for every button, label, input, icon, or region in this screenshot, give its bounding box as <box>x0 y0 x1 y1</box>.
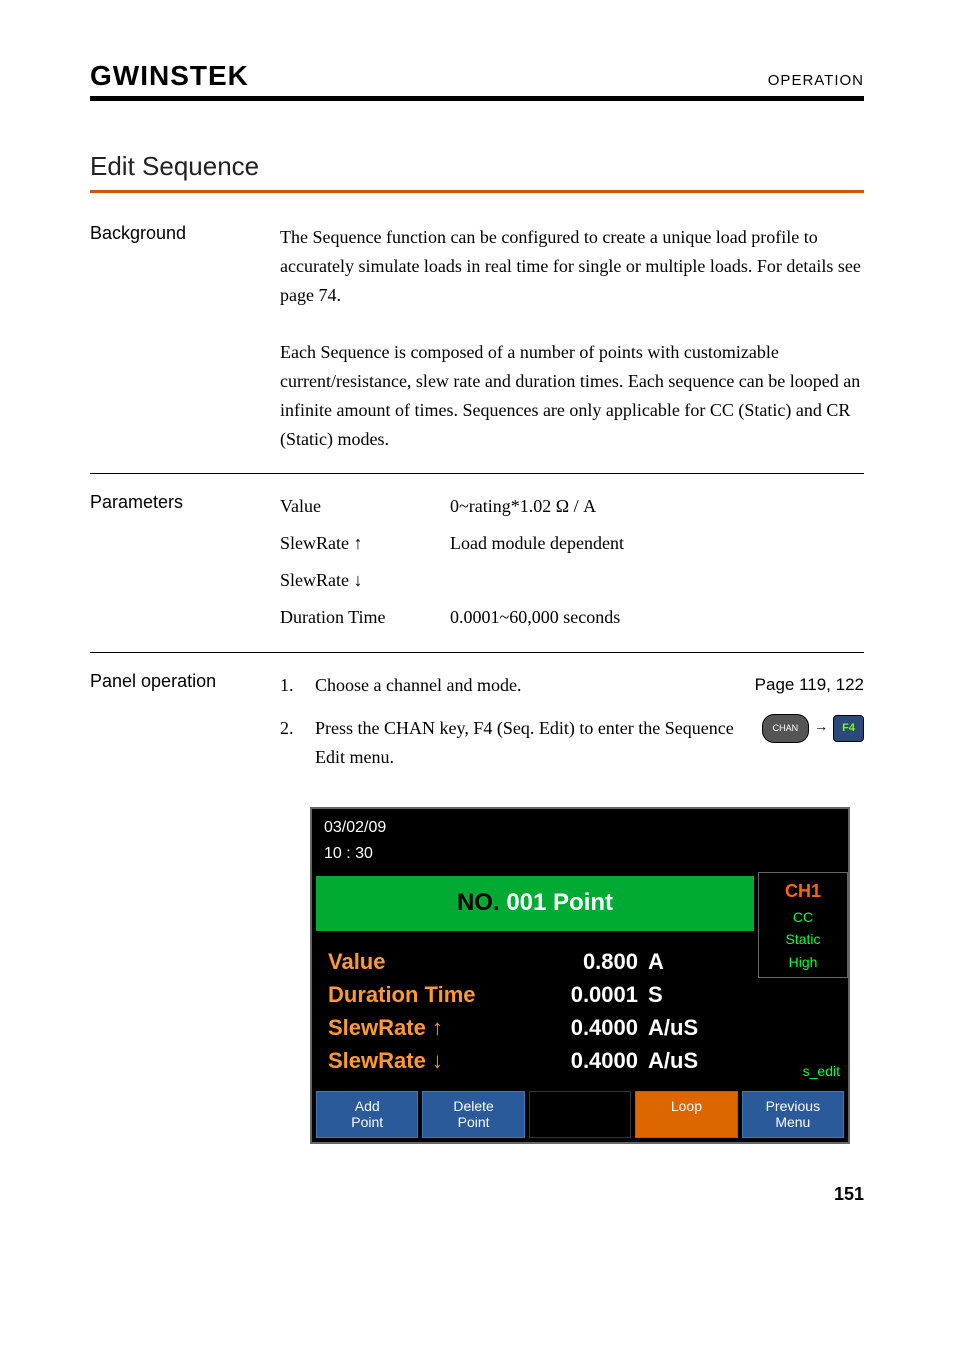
screen-body: NO. 001 Point Value 0.800 A Duration Tim… <box>312 872 848 1086</box>
screen-row-label: Value <box>328 945 528 978</box>
screen-row-unit: A/uS <box>638 1044 698 1077</box>
btn-line2: Menu <box>747 1114 839 1131</box>
screen-button-row: Add Point Delete Point Loop Previous Men… <box>312 1087 848 1143</box>
side-edit-label: s_edit <box>758 1056 848 1086</box>
screen-title-num: 001 <box>506 889 546 916</box>
param-row: Value 0~rating*1.02 Ω / A <box>280 492 864 521</box>
panel-operation-label: Panel operation <box>90 671 260 1145</box>
background-para2: Each Sequence is composed of a number of… <box>280 338 864 453</box>
screen-btn-delete-point[interactable]: Delete Point <box>422 1091 524 1139</box>
panel-item: 2. Press the CHAN key, F4 (Seq. Edit) to… <box>280 714 864 772</box>
param-value: 0~rating*1.02 Ω / A <box>450 492 864 521</box>
param-value: 0.0001~60,000 seconds <box>450 603 864 632</box>
background-para1: The Sequence function can be configured … <box>280 223 864 309</box>
panel-item-num: 1. <box>280 671 300 700</box>
screen-btn-previous-menu[interactable]: Previous Menu <box>742 1091 844 1139</box>
parameters-label: Parameters <box>90 492 260 631</box>
panel-item-num: 2. <box>280 714 300 743</box>
param-name: SlewRate ↑ <box>280 529 430 558</box>
panel-item: 1. Choose a channel and mode. Page 119, … <box>280 671 864 700</box>
screen-data-row: Duration Time 0.0001 S <box>328 978 742 1011</box>
device-screen: 03/02/09 10 : 30 NO. 001 Point Value 0.8… <box>310 807 850 1144</box>
side-channel: CH1 <box>763 877 843 906</box>
screen-datetime: 03/02/09 10 : 30 <box>312 809 848 872</box>
screen-row-unit: A/uS <box>638 1011 698 1044</box>
page-number: 151 <box>90 1184 864 1205</box>
parameters-table: Value 0~rating*1.02 Ω / A SlewRate ↑ Loa… <box>280 492 864 631</box>
btn-line1: Loop <box>640 1098 732 1115</box>
side-mode3: High <box>763 951 843 973</box>
btn-line1: Delete <box>427 1098 519 1115</box>
screen-btn-add-point[interactable]: Add Point <box>316 1091 418 1139</box>
param-name: SlewRate ↓ <box>280 566 430 595</box>
screen-main: NO. 001 Point Value 0.800 A Duration Tim… <box>312 872 758 1086</box>
param-value <box>450 566 864 595</box>
screen-row-unit: S <box>638 978 663 1011</box>
screen-row-value: 0.800 <box>528 945 638 978</box>
screen-row-label: SlewRate ↓ <box>328 1044 528 1077</box>
section-title: Edit Sequence <box>90 151 864 182</box>
panel-item-ref: Page 119, 122 <box>755 671 864 698</box>
divider <box>90 473 864 474</box>
param-name: Value <box>280 492 430 521</box>
btn-line1: Add <box>321 1098 413 1115</box>
chan-key-icon: CHAN <box>762 714 810 742</box>
screen-title-no: NO. <box>457 889 500 916</box>
param-name: Duration Time <box>280 603 430 632</box>
screen-data-row: SlewRate ↓ 0.4000 A/uS <box>328 1044 742 1077</box>
screen-title: NO. 001 Point <box>316 876 754 930</box>
arrow-right-icon: → <box>814 717 828 739</box>
page-header: GWINSTEK OPERATION <box>90 60 864 101</box>
f4-key-icon: F4 <box>833 715 864 743</box>
btn-line1: Previous <box>747 1098 839 1115</box>
panel-item-text: Choose a channel and mode. <box>315 671 740 700</box>
side-mode1: CC <box>763 906 843 928</box>
param-row: SlewRate ↓ <box>280 566 864 595</box>
screen-row-value: 0.4000 <box>528 1044 638 1077</box>
screen-date: 03/02/09 <box>324 815 836 841</box>
screen-btn-loop[interactable]: Loop <box>635 1091 737 1139</box>
header-section-label: OPERATION <box>768 72 864 89</box>
side-channel-box: CH1 CC Static High <box>758 872 848 978</box>
screen-btn-empty <box>529 1091 631 1139</box>
screen-title-point: Point <box>553 889 613 916</box>
background-label: Background <box>90 223 260 453</box>
screen-row-label: Duration Time <box>328 978 528 1011</box>
side-spacer <box>758 978 848 1056</box>
parameters-row: Parameters Value 0~rating*1.02 Ω / A Sle… <box>90 492 864 631</box>
screen-data: Value 0.800 A Duration Time 0.0001 S Sle… <box>312 935 758 1087</box>
background-row: Background The Sequence function can be … <box>90 223 864 453</box>
screen-time: 10 : 30 <box>324 841 836 867</box>
screen-side-panel: CH1 CC Static High s_edit <box>758 872 848 1086</box>
panel-operation-list: 1. Choose a channel and mode. Page 119, … <box>280 671 864 1145</box>
screen-data-row: Value 0.800 A <box>328 945 742 978</box>
param-value: Load module dependent <box>450 529 864 558</box>
screen-row-unit: A <box>638 945 664 978</box>
param-row: Duration Time 0.0001~60,000 seconds <box>280 603 864 632</box>
logo: GWINSTEK <box>90 60 249 92</box>
param-row: SlewRate ↑ Load module dependent <box>280 529 864 558</box>
section-divider <box>90 190 864 193</box>
screen-row-label: SlewRate ↑ <box>328 1011 528 1044</box>
panel-operation-row: Panel operation 1. Choose a channel and … <box>90 671 864 1145</box>
divider <box>90 652 864 653</box>
key-group: CHAN → F4 <box>762 714 864 742</box>
btn-line2: Point <box>321 1114 413 1131</box>
background-text: The Sequence function can be configured … <box>280 223 864 453</box>
screen-data-row: SlewRate ↑ 0.4000 A/uS <box>328 1011 742 1044</box>
screen-row-value: 0.0001 <box>528 978 638 1011</box>
side-mode2: Static <box>763 928 843 950</box>
btn-line2: Point <box>427 1114 519 1131</box>
panel-item-text: Press the CHAN key, F4 (Seq. Edit) to en… <box>315 714 747 772</box>
screen-row-value: 0.4000 <box>528 1011 638 1044</box>
